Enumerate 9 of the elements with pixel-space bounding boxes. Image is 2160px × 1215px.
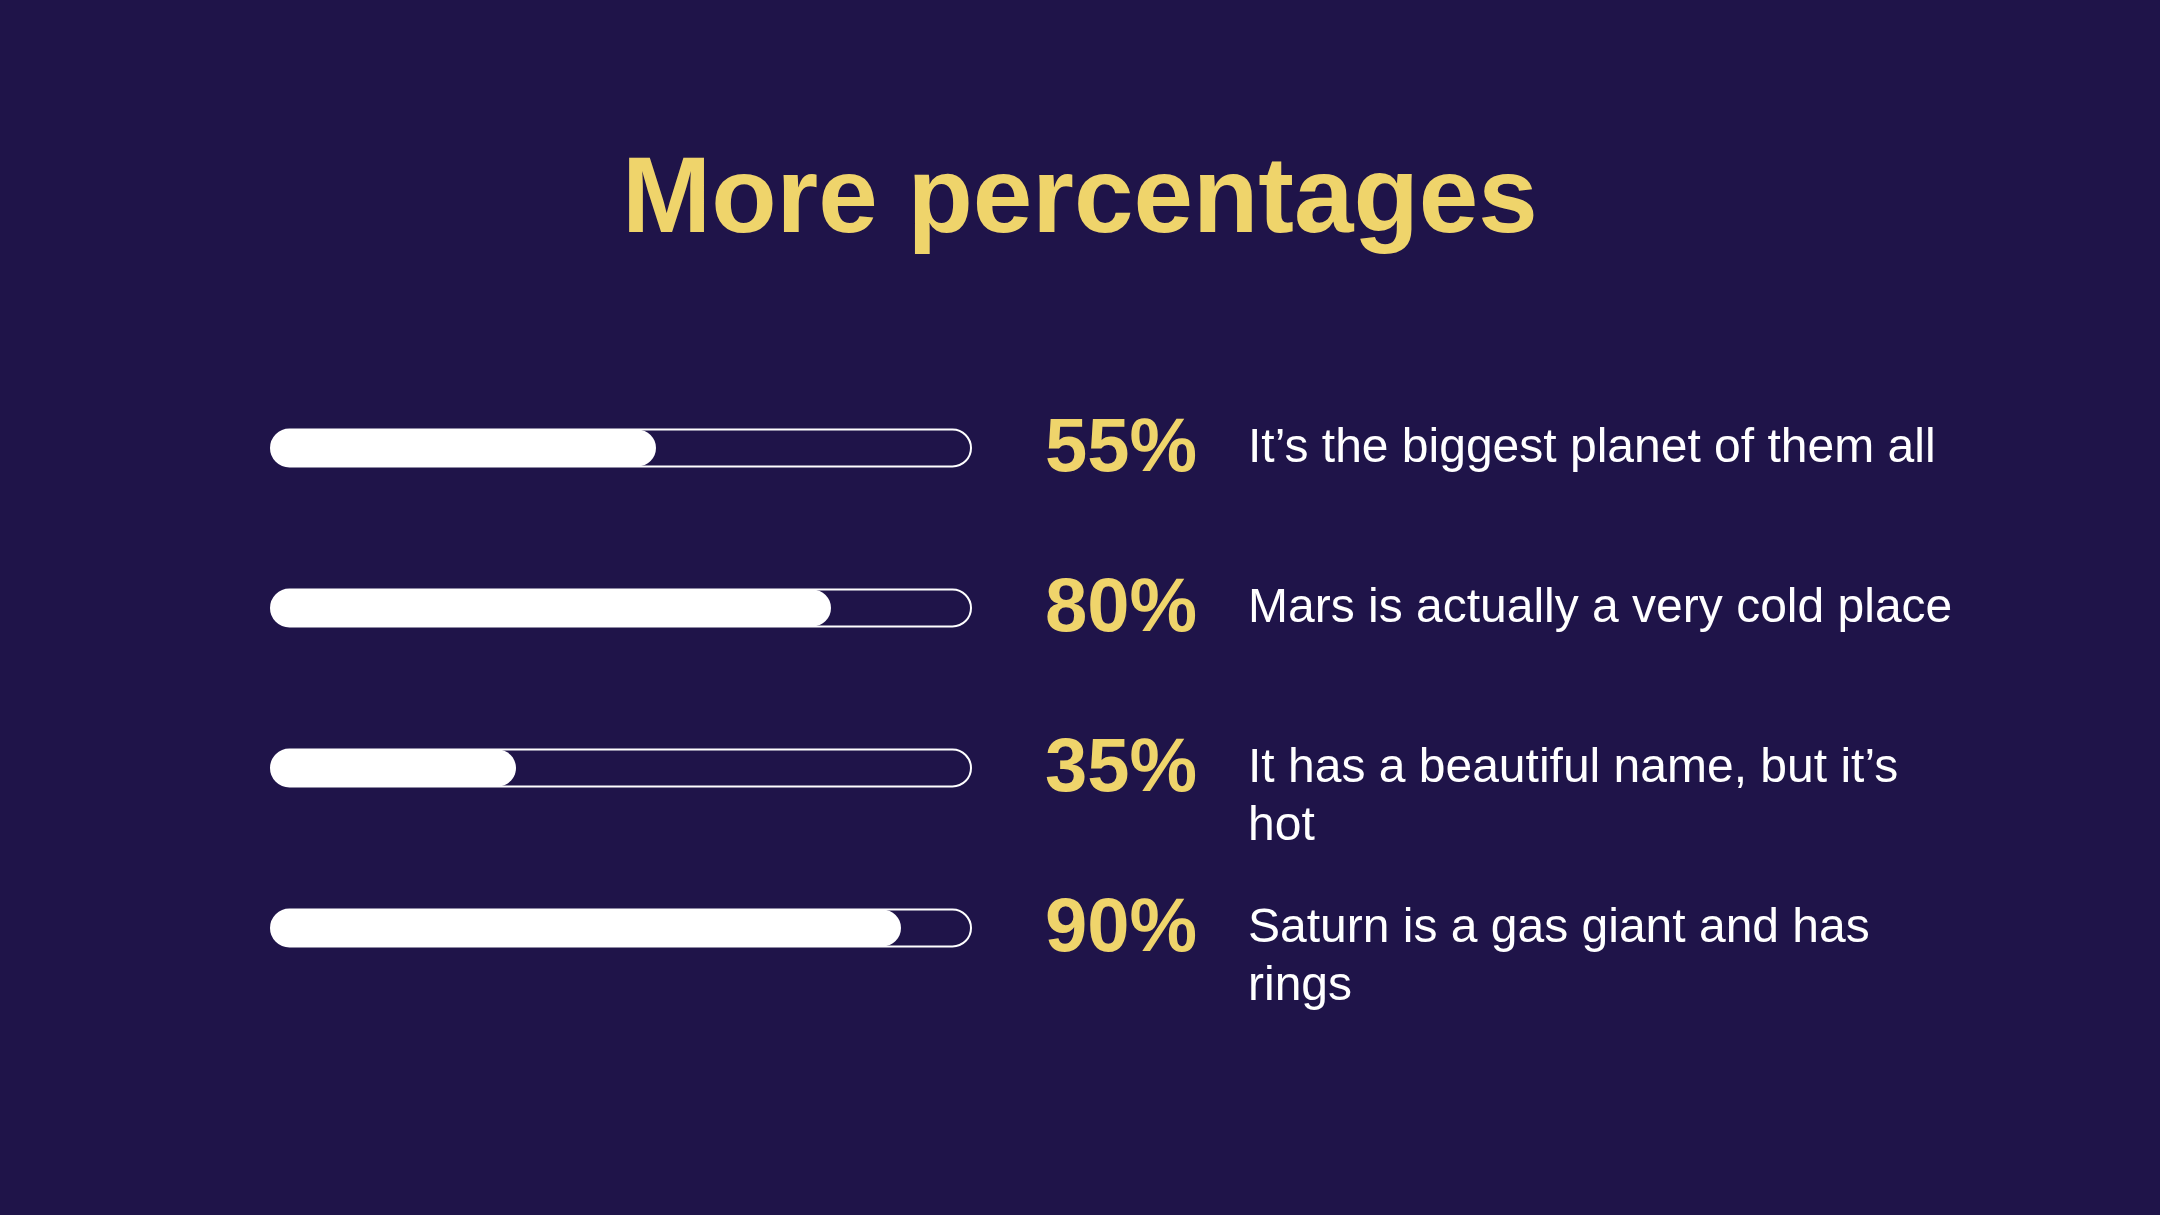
data-label: 55% <box>1045 402 1198 487</box>
chart-title: More percentages <box>622 135 1538 255</box>
y-tick-label: It has a beautiful name, but it’s hot <box>1248 739 1899 850</box>
y-tick-label: Saturn is a gas giant and has rings <box>1248 899 1870 1010</box>
data-label: 80% <box>1045 562 1198 647</box>
data-label: 90% <box>1045 882 1198 967</box>
data-label: 35% <box>1045 722 1198 807</box>
y-tick-label: It’s the biggest planet of them all <box>1248 419 1936 472</box>
y-tick-label: Mars is actually a very cold place <box>1248 579 1953 632</box>
